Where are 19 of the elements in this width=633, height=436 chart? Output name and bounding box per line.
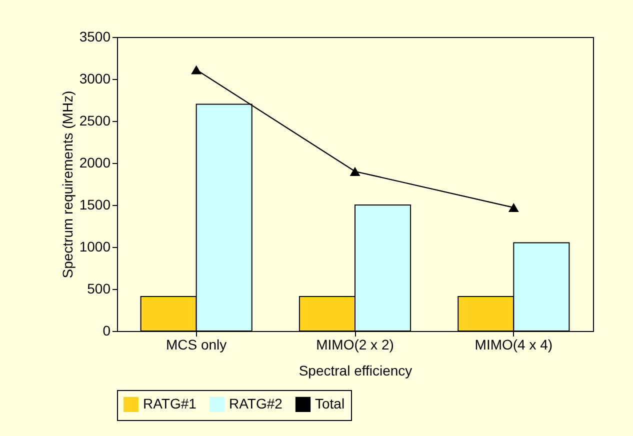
y-axis-title: Spectrum requirements (MHz) [59,90,76,278]
legend-label: RATG#2 [229,395,283,412]
y-tick-label: 3500 [79,28,111,44]
point [191,65,202,74]
x-tick-label: MCS only [166,336,227,352]
y-tick-label: 2000 [79,154,111,170]
y-tick-label: 0 [102,322,111,338]
y-tick-label: 3000 [79,70,111,86]
x-axis-title: Spectral efficiency [298,362,412,378]
point [508,202,519,212]
legend-label: Total [315,395,345,412]
y-tick-label: 1500 [79,196,111,212]
legend-label: RATG#1 [143,395,197,412]
y-tick-label: 1000 [79,238,111,254]
x-tick-label: MIMO(2 x 2) [316,336,394,352]
y-tick-label: 500 [87,280,111,296]
y-tick-label: 2500 [79,112,111,128]
point [350,166,360,176]
x-tick-label: MIMO(4 x 4) [474,336,553,352]
